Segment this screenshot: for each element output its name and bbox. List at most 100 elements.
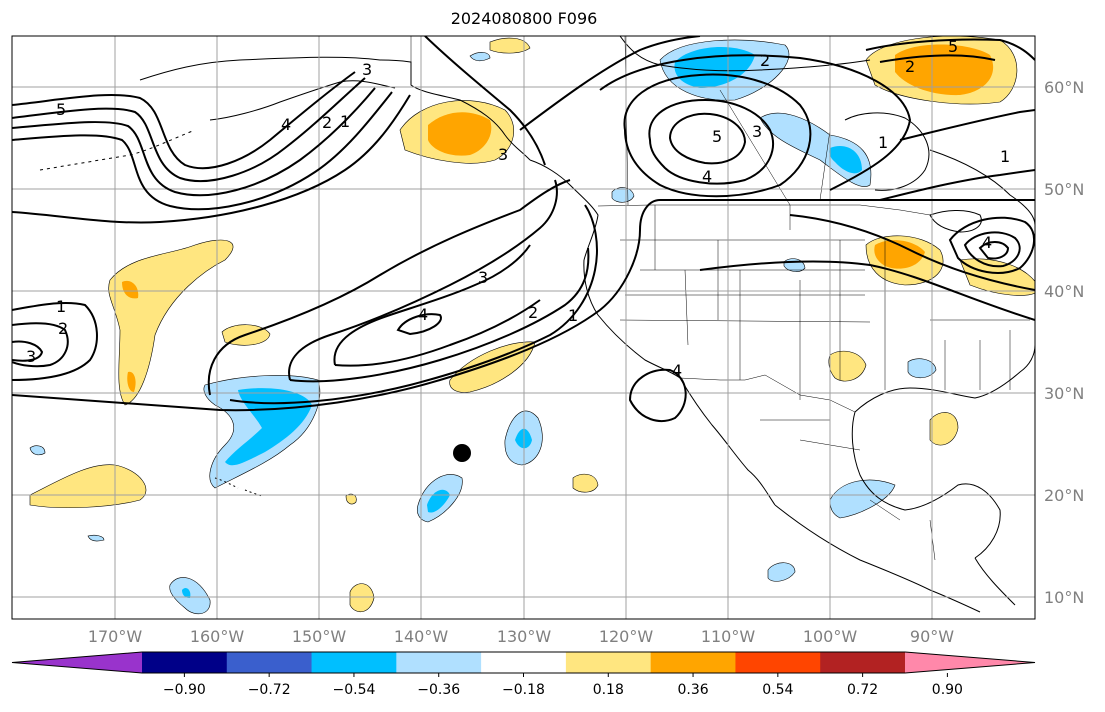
lat-label: 30°N <box>1044 384 1084 403</box>
contour-east-ne-2 <box>899 109 1035 141</box>
contour-high-3 <box>648 98 774 185</box>
lat-label: 10°N <box>1044 588 1084 607</box>
contour-label: 2 <box>322 113 332 132</box>
contour-low-3b <box>289 247 590 383</box>
contour-baja-loop <box>628 368 687 422</box>
contour-low-4b <box>334 299 541 367</box>
pos-anomaly-texas <box>828 350 867 382</box>
lon-label: 100°W <box>803 627 858 646</box>
lon-label: 120°W <box>599 627 654 646</box>
contour-low-1 <box>12 199 1035 412</box>
contour-label: 3 <box>478 268 488 287</box>
colorbar-tick-label: −0.54 <box>332 682 375 698</box>
canada-north-coast <box>619 36 871 72</box>
latitude-labels: 60°N 50°N 40°N 30°N 20°N 10°N <box>1044 78 1084 607</box>
lat-label: 50°N <box>1044 180 1084 199</box>
neg-anomaly-small-1 <box>611 187 635 203</box>
contour-low-2b <box>229 204 598 405</box>
colorbar-tick-label: 0.90 <box>932 682 963 698</box>
central-america <box>974 557 1016 606</box>
contour-low-3 <box>288 179 558 381</box>
neg-anomaly-gulf <box>829 479 896 519</box>
contour-label: 4 <box>281 115 291 134</box>
colorbar-tick-label: −0.72 <box>248 682 291 698</box>
colorbar-tick-label: 0.72 <box>847 682 878 698</box>
lon-label: 160°W <box>190 627 245 646</box>
colorbar-segment <box>226 652 313 673</box>
contour-ridge-2 <box>519 36 701 131</box>
colorbar-extend-low <box>12 652 142 673</box>
contour-label: 3 <box>26 347 36 366</box>
pos-anomaly-hawaii-west <box>29 464 147 509</box>
pos-anomaly-top <box>489 37 531 54</box>
mexico-pacific-coast <box>774 504 981 613</box>
east-canada <box>929 149 1035 226</box>
contour-label: 3 <box>362 60 372 79</box>
contour-low-4 <box>333 244 531 366</box>
contour-low-inner <box>396 313 442 336</box>
neg-anomaly-small-6 <box>87 534 105 542</box>
colorbar-tick-label: 0.18 <box>593 682 624 698</box>
contour-west-edge-2 <box>12 322 69 368</box>
map-title: 2024080800 F096 <box>450 9 598 28</box>
contour-east-3 <box>948 216 1035 274</box>
gulf-coast <box>854 344 1035 413</box>
contour-high-1 <box>599 54 912 191</box>
mexico-gulf-coast <box>851 411 1001 559</box>
contour-label: 1 <box>56 297 66 316</box>
pos-anomaly-baja <box>572 473 599 493</box>
colorbar-segment <box>820 652 906 673</box>
neg-anomaly-small-5 <box>29 445 46 456</box>
neg-anomaly-small-3 <box>907 358 937 379</box>
alaska-peninsula <box>209 80 396 121</box>
contour-label: 1 <box>1000 147 1010 166</box>
map-border <box>11 35 1036 620</box>
pos-anomaly-south <box>349 583 375 612</box>
lon-label: 130°W <box>497 627 552 646</box>
contour-nw-4 <box>12 77 366 182</box>
contour-label: 4 <box>702 167 712 186</box>
contour-label: 4 <box>982 233 992 252</box>
contour-low-2 <box>207 179 571 396</box>
neg-anomaly-top-nw <box>469 52 491 62</box>
lat-label: 40°N <box>1044 282 1084 301</box>
contour-high-2 <box>623 73 812 198</box>
contour-label: 1 <box>878 133 888 152</box>
neg-anomaly-hudson-core <box>829 146 862 174</box>
contour-label: 2 <box>528 303 538 322</box>
baja-coast <box>679 377 776 506</box>
lon-label: 110°W <box>701 627 756 646</box>
contour-nw-3 <box>12 87 376 197</box>
bc-coast <box>529 159 599 261</box>
pos-anomaly-plains-core <box>874 240 925 269</box>
contour-label: 5 <box>56 100 66 119</box>
neg-anomaly-south-1-core <box>182 587 191 598</box>
contour-label: 3 <box>752 122 762 141</box>
colorbar-segment <box>735 652 821 673</box>
contours <box>12 36 1035 422</box>
contour-east-5 <box>978 241 1010 260</box>
colorbar-outline <box>11 651 1036 674</box>
lon-label: 90°W <box>910 627 954 646</box>
great-lakes <box>929 210 982 233</box>
contour-label: 2 <box>58 319 68 338</box>
colorbar-segment <box>565 652 652 673</box>
us-states <box>619 205 1030 400</box>
contour-nw-2 <box>12 91 393 211</box>
contour-east-2 <box>699 260 1035 321</box>
pos-anomaly-small-2 <box>345 493 357 505</box>
pos-anomaly-dateline <box>108 239 234 406</box>
contour-label: 4 <box>418 305 428 324</box>
longitude-labels: 170°W 160°W 150°W 140°W 130°W 120°W 110°… <box>88 627 954 646</box>
contour-east-ne <box>879 169 1035 201</box>
colorbar-tick-label: 0.54 <box>762 682 793 698</box>
lat-label: 60°N <box>1044 78 1084 97</box>
contour-label: 3 <box>498 145 508 164</box>
contour-label: 2 <box>905 57 915 76</box>
location-marker <box>453 444 471 462</box>
colorbar-tick-label: −0.36 <box>417 682 460 698</box>
colorbar-segment <box>481 652 567 673</box>
colorbar-segment <box>396 652 482 673</box>
contour-label: 4 <box>672 361 682 380</box>
